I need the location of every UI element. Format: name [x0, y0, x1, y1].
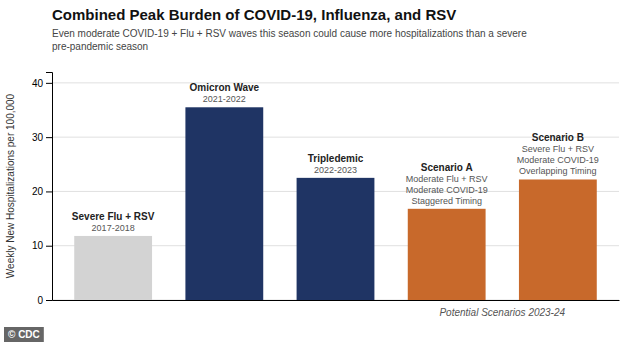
- y-axis-title: Weekly New Hospitalizations per 100,000: [5, 93, 16, 278]
- annotation-heading: Tripledemic: [308, 153, 364, 164]
- y-tick-mark: [46, 191, 52, 192]
- y-tick-mark: [46, 246, 52, 247]
- annotation-heading: Severe Flu + RSV: [72, 211, 155, 222]
- y-tick: 10: [32, 240, 52, 251]
- bar: [519, 179, 597, 300]
- annotation-line: 2022-2023: [314, 165, 357, 175]
- annotation-line: Overlapping Timing: [519, 166, 597, 176]
- grid: [52, 83, 619, 300]
- annotation-heading: Scenario B: [532, 132, 584, 143]
- annotation-line: 2021-2022: [203, 94, 246, 104]
- subtitle-line: pre-pandemic season: [52, 41, 148, 52]
- y-tick-mark: [46, 300, 52, 301]
- x-axis-title: Potential Scenarios 2023-24: [439, 307, 565, 318]
- subtitle-line: Even moderate COVID-19 + Flu + RSV waves…: [52, 28, 527, 39]
- y-tick: 0: [37, 295, 52, 306]
- y-tick-label: 40: [32, 78, 44, 89]
- annotation-line: Moderate COVID-19: [517, 155, 599, 165]
- annotation-heading: Scenario A: [421, 162, 473, 173]
- annotation-heading: Omicron Wave: [189, 82, 259, 93]
- y-axis: 0 10 20 30 40: [32, 73, 53, 306]
- y-tick-mark: [46, 137, 52, 138]
- y-tick-label: 10: [32, 240, 44, 251]
- annotation-line: Severe Flu + RSV: [522, 144, 594, 154]
- bar: [74, 236, 152, 300]
- y-axis-line: [46, 73, 53, 301]
- grid-line: [52, 82, 619, 83]
- bar: [297, 178, 375, 300]
- bars: [74, 107, 597, 300]
- bar: [185, 107, 263, 300]
- y-tick: 20: [32, 186, 52, 197]
- subtitle: Even moderate COVID-19 + Flu + RSV waves…: [52, 28, 527, 52]
- x-axis: [53, 300, 620, 301]
- plot-area: 010203040Severe Flu + RSV2017-2018Omicro…: [32, 73, 620, 306]
- annotation-line: Moderate Flu + RSV: [406, 174, 488, 184]
- credit: © CDC: [4, 327, 44, 342]
- x-axis-line: [53, 300, 620, 301]
- annotation-line: Staggered Timing: [411, 196, 482, 206]
- y-tick: 40: [32, 78, 52, 89]
- y-tick-label: 30: [32, 132, 44, 143]
- credit-box: [4, 327, 44, 342]
- bar: [408, 209, 486, 300]
- annotations: Severe Flu + RSV2017-2018Omicron Wave202…: [72, 82, 599, 233]
- annotation-line: 2017-2018: [92, 223, 135, 233]
- y-tick-label: 20: [32, 186, 44, 197]
- y-tick-label: 0: [37, 295, 43, 306]
- y-tick-mark: [46, 83, 52, 84]
- credit-label: © CDC: [8, 329, 40, 340]
- chart-svg: Combined Peak Burden of COVID-19, Influe…: [0, 0, 634, 346]
- annotation-line: Moderate COVID-19: [406, 185, 488, 195]
- title: Combined Peak Burden of COVID-19, Influe…: [52, 6, 456, 23]
- y-tick: 30: [32, 132, 52, 143]
